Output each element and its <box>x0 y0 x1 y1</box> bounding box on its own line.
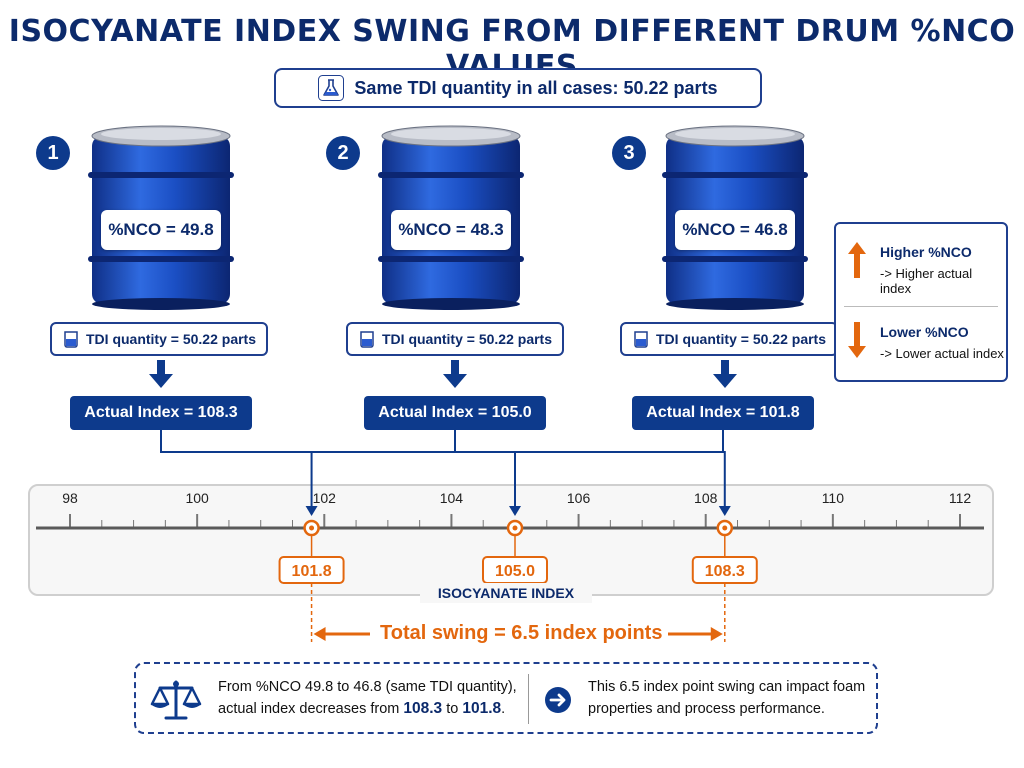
step-badge-2: 2 <box>326 136 360 170</box>
connector-line <box>454 430 516 508</box>
summary-low-value: 101.8 <box>462 700 502 717</box>
arrow-down-icon <box>149 360 173 388</box>
scale-balance-icon <box>150 680 202 720</box>
legend-higher-head: Higher %NCO <box>880 244 972 260</box>
drum-2-nco-label: %NCO = 48.3 <box>391 210 511 250</box>
legend-lower: Lower %NCO -> Lower actual index <box>844 316 1004 376</box>
tick-label: 100 <box>185 490 209 506</box>
drum-1-index-box: Actual Index = 108.3 <box>70 396 252 430</box>
legend-box: Higher %NCO -> Higher actual index Lower… <box>834 222 1008 382</box>
flask-icon <box>318 75 345 101</box>
tick-label: 108 <box>694 490 718 506</box>
tick-label: 110 <box>822 490 845 506</box>
step-badge-1: 1 <box>36 136 70 170</box>
connector-arrowhead <box>718 506 731 516</box>
arrow-right-circle-icon <box>545 687 571 713</box>
point-label: 108.3 <box>705 563 745 580</box>
legend-divider <box>844 306 998 307</box>
tick-label: 98 <box>62 490 78 506</box>
arrow-down-icon <box>713 360 737 388</box>
summary-panel: From %NCO 49.8 to 46.8 (same TDI quantit… <box>134 662 878 734</box>
summary-text-left: From %NCO 49.8 to 46.8 (same TDI quantit… <box>218 676 528 720</box>
summary-text-right: This 6.5 index point swing can impact fo… <box>588 679 866 717</box>
data-point-dot <box>512 525 518 531</box>
legend-higher-sub: -> Higher actual index <box>880 266 973 296</box>
arrow-down-icon <box>848 322 866 358</box>
legend-lower-sub: -> Lower actual index <box>880 346 1004 361</box>
drum-1-nco-label: %NCO = 49.8 <box>101 210 221 250</box>
drum-3-qty-text: TDI quantity = 50.22 parts <box>656 331 826 347</box>
beaker-icon <box>64 331 78 348</box>
swing-arrowhead-right <box>710 627 723 641</box>
drum-2-qty-text: TDI quantity = 50.22 parts <box>382 331 552 347</box>
subtitle-box: Same TDI quantity in all cases: 50.22 pa… <box>274 68 762 108</box>
scale-axis-label: ISOCYANATE INDEX <box>438 585 575 601</box>
drum-3-index-box: Actual Index = 101.8 <box>632 396 814 430</box>
tick-label: 102 <box>313 490 337 506</box>
summary-divider <box>528 674 529 724</box>
summary-text-a: From %NCO 49.8 to 46.8 (same TDI quantit… <box>218 679 517 717</box>
point-label: 101.8 <box>292 563 332 580</box>
drum-2-index-box: Actual Index = 105.0 <box>364 396 546 430</box>
beaker-icon <box>634 331 648 348</box>
drum-2-qty-box: TDI quantity = 50.22 parts <box>346 322 564 356</box>
summary-text-end: . <box>501 701 506 717</box>
point-label: 105.0 <box>495 563 535 580</box>
legend-higher: Higher %NCO -> Higher actual index <box>844 236 1004 296</box>
summary-text-mid: to <box>442 701 463 717</box>
beaker-icon <box>360 331 374 348</box>
tick-label: 104 <box>440 490 464 506</box>
drum-1-qty-text: TDI quantity = 50.22 parts <box>86 331 256 347</box>
subtitle-text: Same TDI quantity in all cases: 50.22 pa… <box>354 77 718 98</box>
drum-3-icon <box>662 125 808 310</box>
tick-label: 112 <box>949 490 972 506</box>
step-badge-3: 3 <box>612 136 646 170</box>
arrow-up-icon <box>848 242 866 278</box>
connector-arrowhead <box>305 506 318 516</box>
drum-1-qty-box: TDI quantity = 50.22 parts <box>50 322 268 356</box>
tick-label: 106 <box>567 490 591 506</box>
connector-line <box>310 430 724 508</box>
data-point-dot <box>309 525 315 531</box>
swing-label: Total swing = 6.5 index points <box>380 622 663 644</box>
page-title: ISOCYANATE INDEX SWING FROM DIFFERENT DR… <box>8 14 1016 84</box>
connector-arrowhead <box>509 506 521 516</box>
summary-high-value: 108.3 <box>403 700 443 717</box>
arrow-down-icon <box>443 360 467 388</box>
swing-arrowhead-left <box>313 627 326 641</box>
data-point-dot <box>722 525 728 531</box>
drum-3-qty-box: TDI quantity = 50.22 parts <box>620 322 838 356</box>
legend-lower-head: Lower %NCO <box>880 324 969 340</box>
axis-label-bg <box>420 583 592 603</box>
drum-3-nco-label: %NCO = 46.8 <box>675 210 795 250</box>
